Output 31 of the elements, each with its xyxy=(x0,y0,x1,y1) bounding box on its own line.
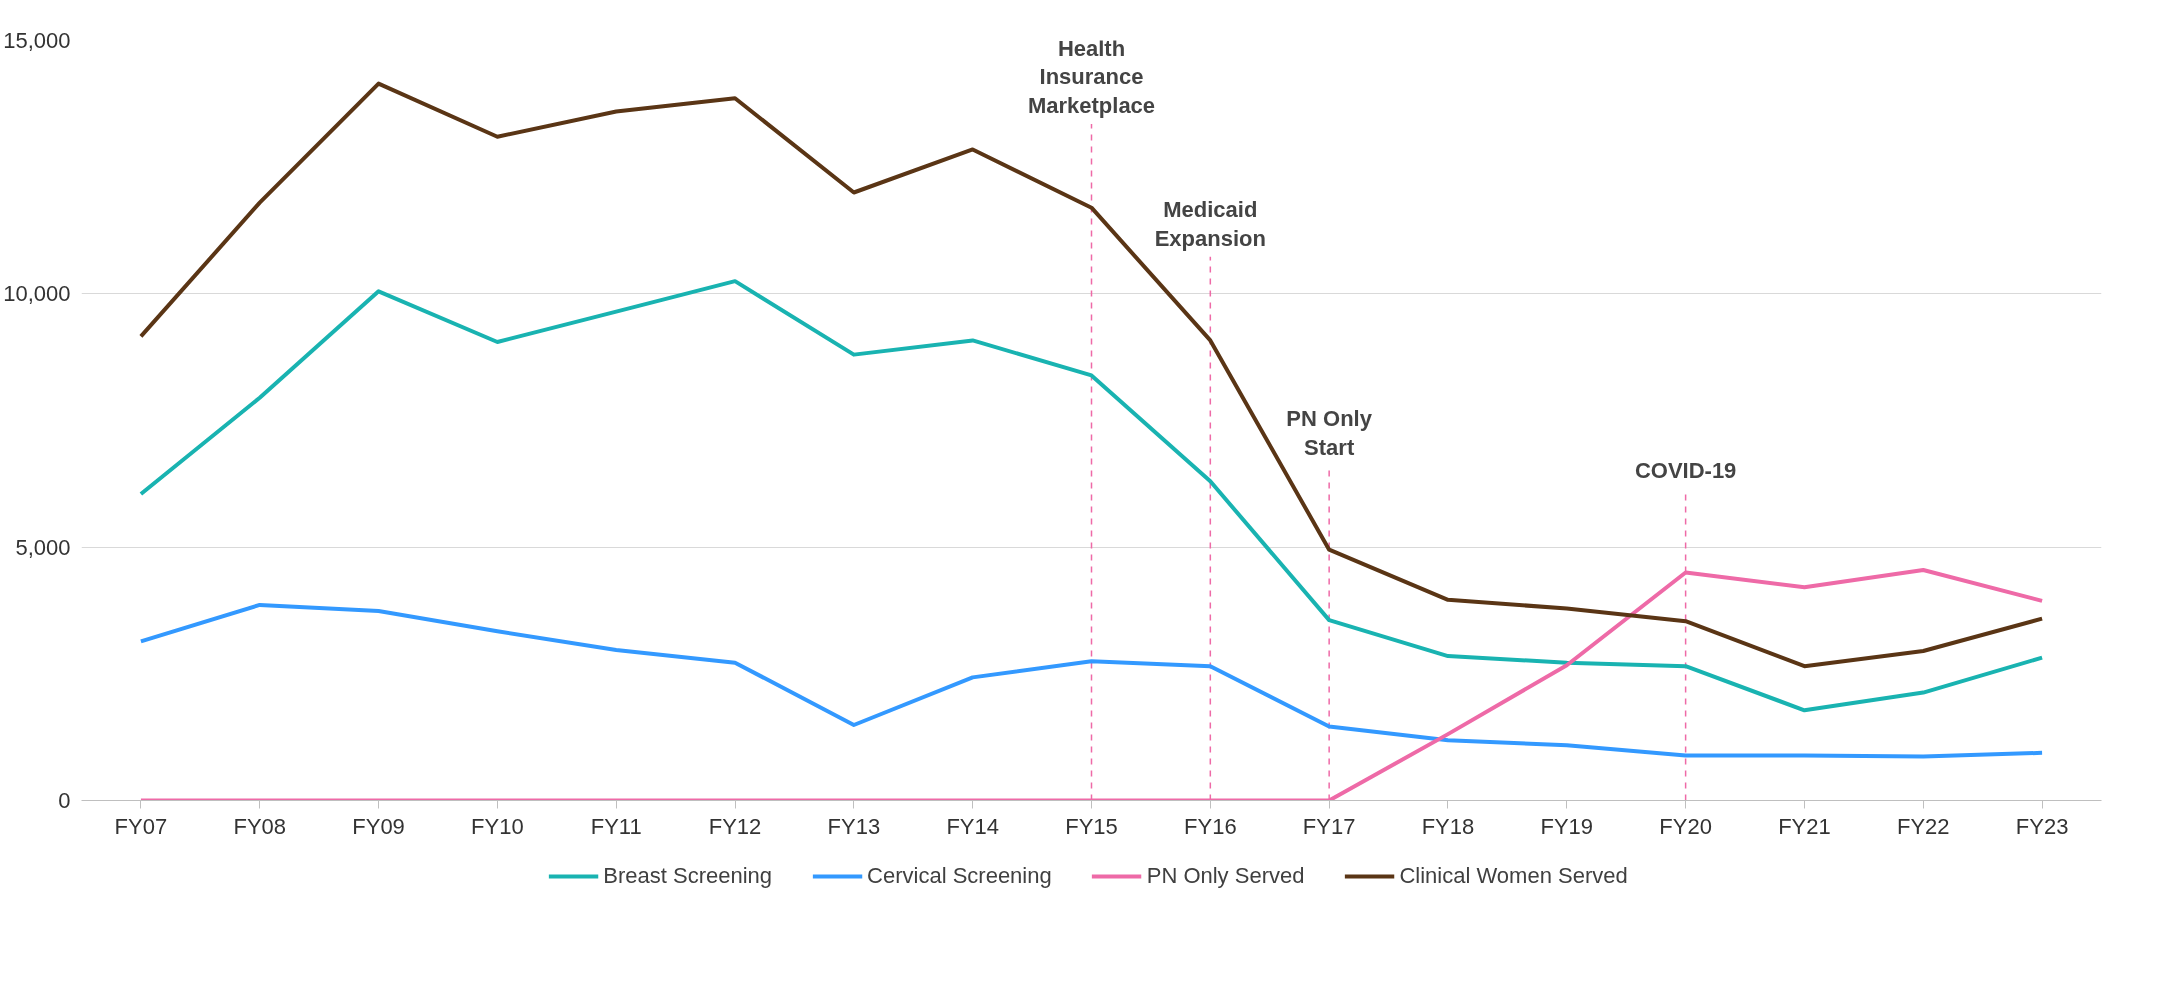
y-tick-label: 0 xyxy=(58,788,71,813)
legend-label: Cervical Screening xyxy=(867,863,1052,889)
x-tick-label: FY19 xyxy=(1540,813,1594,839)
x-tick-label: FY07 xyxy=(114,813,168,839)
x-tick-label: FY17 xyxy=(1302,813,1356,839)
legend-label: Breast Screening xyxy=(603,863,773,889)
x-tick-label: FY13 xyxy=(827,813,881,839)
x-tick-label: FY14 xyxy=(946,813,999,839)
x-tick-label: FY18 xyxy=(1421,813,1475,839)
ref-line-label: COVID-19 xyxy=(1634,457,1737,483)
x-tick-label: FY08 xyxy=(233,813,287,839)
ref-line-label: Medicaid Expansion xyxy=(1154,197,1266,251)
y-tick-label: 15,000 xyxy=(3,28,71,53)
x-tick-label: FY15 xyxy=(1065,813,1118,839)
y-tick-label: 5,000 xyxy=(15,534,71,560)
ref-line-label: Health Insurance Marketplace xyxy=(1027,35,1156,119)
x-tick-label: FY10 xyxy=(471,813,524,839)
legend-label: Clinical Women Served xyxy=(1399,863,1628,889)
x-tick-label: FY12 xyxy=(708,813,762,839)
line-series xyxy=(138,602,2045,759)
x-tick-label: FY09 xyxy=(352,813,405,839)
ref-line-label: PN Only Start xyxy=(1286,406,1373,461)
y-tick-label: 10,000 xyxy=(3,281,71,307)
x-tick-label: FY11 xyxy=(590,813,642,839)
legend-label: PN Only Served xyxy=(1146,863,1305,889)
x-tick-label: FY16 xyxy=(1184,813,1237,839)
x-tick-label: FY22 xyxy=(1896,813,1950,839)
x-tick-label: FY23 xyxy=(2015,813,2069,839)
x-tick-label: FY20 xyxy=(1659,813,1712,839)
x-tick-label: FY21 xyxy=(1778,813,1831,839)
line-series xyxy=(138,279,2045,713)
